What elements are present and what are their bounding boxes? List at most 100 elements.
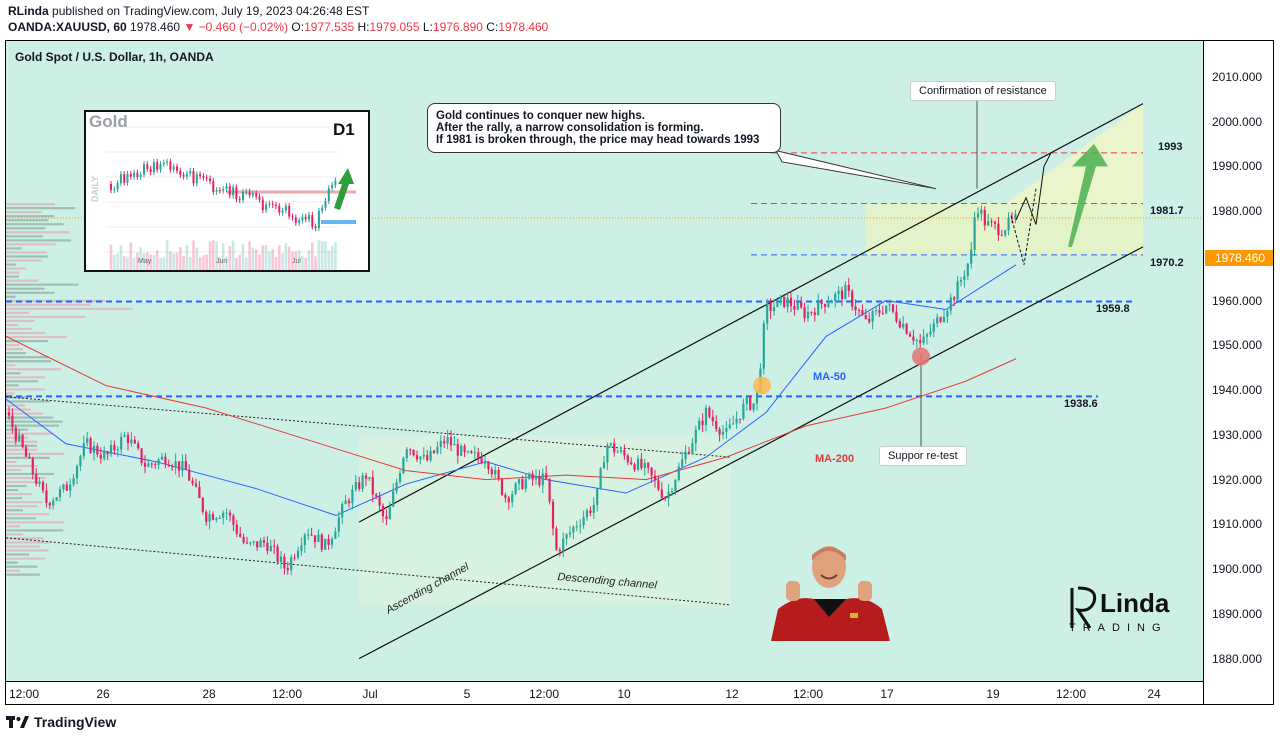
candle-body (970, 249, 973, 264)
inset-candle-body (255, 193, 258, 197)
inset-candle-body (192, 170, 195, 184)
candle-body (150, 463, 153, 465)
price-tick-3: 1980.000 (1212, 204, 1263, 219)
inset-candle-body (284, 205, 287, 211)
inset-volume-bar (330, 246, 334, 277)
candle-body (181, 461, 184, 471)
volume-profile-bar (6, 291, 55, 294)
candle-body (344, 500, 347, 505)
alt-projection-path (1010, 188, 1037, 265)
inset-candle-body (172, 166, 175, 170)
candle-body (997, 223, 1000, 236)
volume-profile-bar (6, 283, 79, 286)
ascending-channel-upper (358, 103, 1144, 523)
volume-profile-bar (6, 251, 48, 254)
plot-area[interactable]: Gold Spot / U.S. Dollar, 1h, OANDA Gold … (6, 41, 1270, 681)
volume-profile-bar (6, 259, 42, 262)
inset-candle-body (176, 166, 178, 171)
candle-body (449, 437, 453, 446)
inset-volume-bar (202, 255, 205, 286)
price-axis[interactable]: 2010.0002000.0001990.0001980.0001970.000… (1203, 41, 1273, 704)
inset-candle-body (271, 203, 274, 205)
inset-candle-body (215, 190, 218, 192)
price-tick-13: 1880.000 (1212, 651, 1263, 666)
candle-body (517, 479, 521, 484)
author-name[interactable]: RLinda (8, 4, 49, 18)
inset-candle-body (294, 217, 297, 223)
price-tick-11: 1900.000 (1212, 562, 1263, 577)
last-price: 1978.460 (130, 20, 181, 34)
volume-profile-bar (6, 275, 19, 278)
inset-candle-body (212, 181, 215, 192)
candle-body (762, 323, 765, 369)
candle-body (266, 542, 269, 552)
inset-volume-bar (261, 245, 265, 276)
candle-body (881, 312, 884, 314)
candle-body (613, 443, 616, 453)
svg-text:Linda: Linda (1100, 588, 1170, 618)
volume-profile-bar (6, 424, 60, 427)
volume-profile-bar (6, 384, 19, 387)
inset-volume-bar (334, 242, 337, 273)
candle-body (358, 482, 361, 489)
candle-body (891, 304, 895, 312)
descending-channel-upper (6, 396, 732, 458)
callout-pointer (775, 149, 937, 190)
volume-profile-bar (6, 271, 20, 274)
candle-body (1000, 235, 1003, 237)
volume-profile-bar (6, 420, 63, 423)
candle-body (160, 456, 164, 460)
inset-volume-bar (221, 243, 225, 274)
volume-profile-bar (6, 215, 55, 218)
volume-profile-bar (6, 203, 56, 206)
volume-profile-bar (6, 557, 45, 560)
candle-body (551, 501, 555, 529)
inset-candle-body (242, 192, 244, 201)
candle-body (579, 525, 582, 527)
candle-body (885, 305, 888, 314)
inset-candle-body (238, 199, 241, 201)
candle-body (959, 279, 963, 282)
candle-body (273, 545, 276, 547)
candle-body (375, 494, 378, 497)
ma-200-line (6, 335, 1017, 481)
candle-body (28, 456, 31, 459)
candle-body (602, 462, 606, 469)
candle-body (925, 334, 929, 337)
volume-profile-bar (6, 235, 43, 238)
inset-volume-bar (208, 241, 212, 272)
candle-body (738, 418, 742, 420)
candle-body (52, 500, 55, 506)
volume-profile-bar (6, 521, 65, 524)
candle-body (993, 221, 997, 224)
price-tick-6: 1950.000 (1212, 338, 1263, 353)
candle-body (650, 467, 653, 476)
candle-body (708, 407, 711, 417)
candle-body (606, 445, 609, 463)
inset-volume-bar (301, 255, 304, 286)
candle-body (347, 500, 351, 504)
footer-brand[interactable]: TradingView (6, 714, 116, 730)
candle-body (361, 475, 364, 489)
inset-volume-bar (254, 249, 258, 280)
candle-body (82, 443, 85, 457)
symbol[interactable]: OANDA:XAUUSD, 60 (8, 20, 127, 34)
candle-body (630, 462, 633, 465)
candle-body (619, 450, 623, 452)
inset-candle-body (334, 180, 337, 186)
price-chart[interactable] (6, 41, 1203, 681)
volume-profile-bar (6, 468, 22, 472)
candle-body (48, 502, 51, 506)
inset-candle-body (298, 220, 301, 223)
inset-candle-body (278, 206, 281, 213)
volume-profile-bar (6, 464, 38, 468)
candle-body (837, 290, 840, 294)
volume-profile-bar (6, 408, 31, 411)
candle-body (205, 511, 208, 522)
volume-profile-bar (6, 303, 91, 306)
candle-body (245, 542, 249, 544)
inset-candle-body (317, 210, 320, 229)
volume-profile-bar (6, 396, 29, 399)
candle-body (721, 431, 725, 435)
time-axis[interactable]: 12:00 26 28 12:00 Jul 5 12:00 10 12 12:00 17 19 12:0… (6, 681, 1203, 704)
